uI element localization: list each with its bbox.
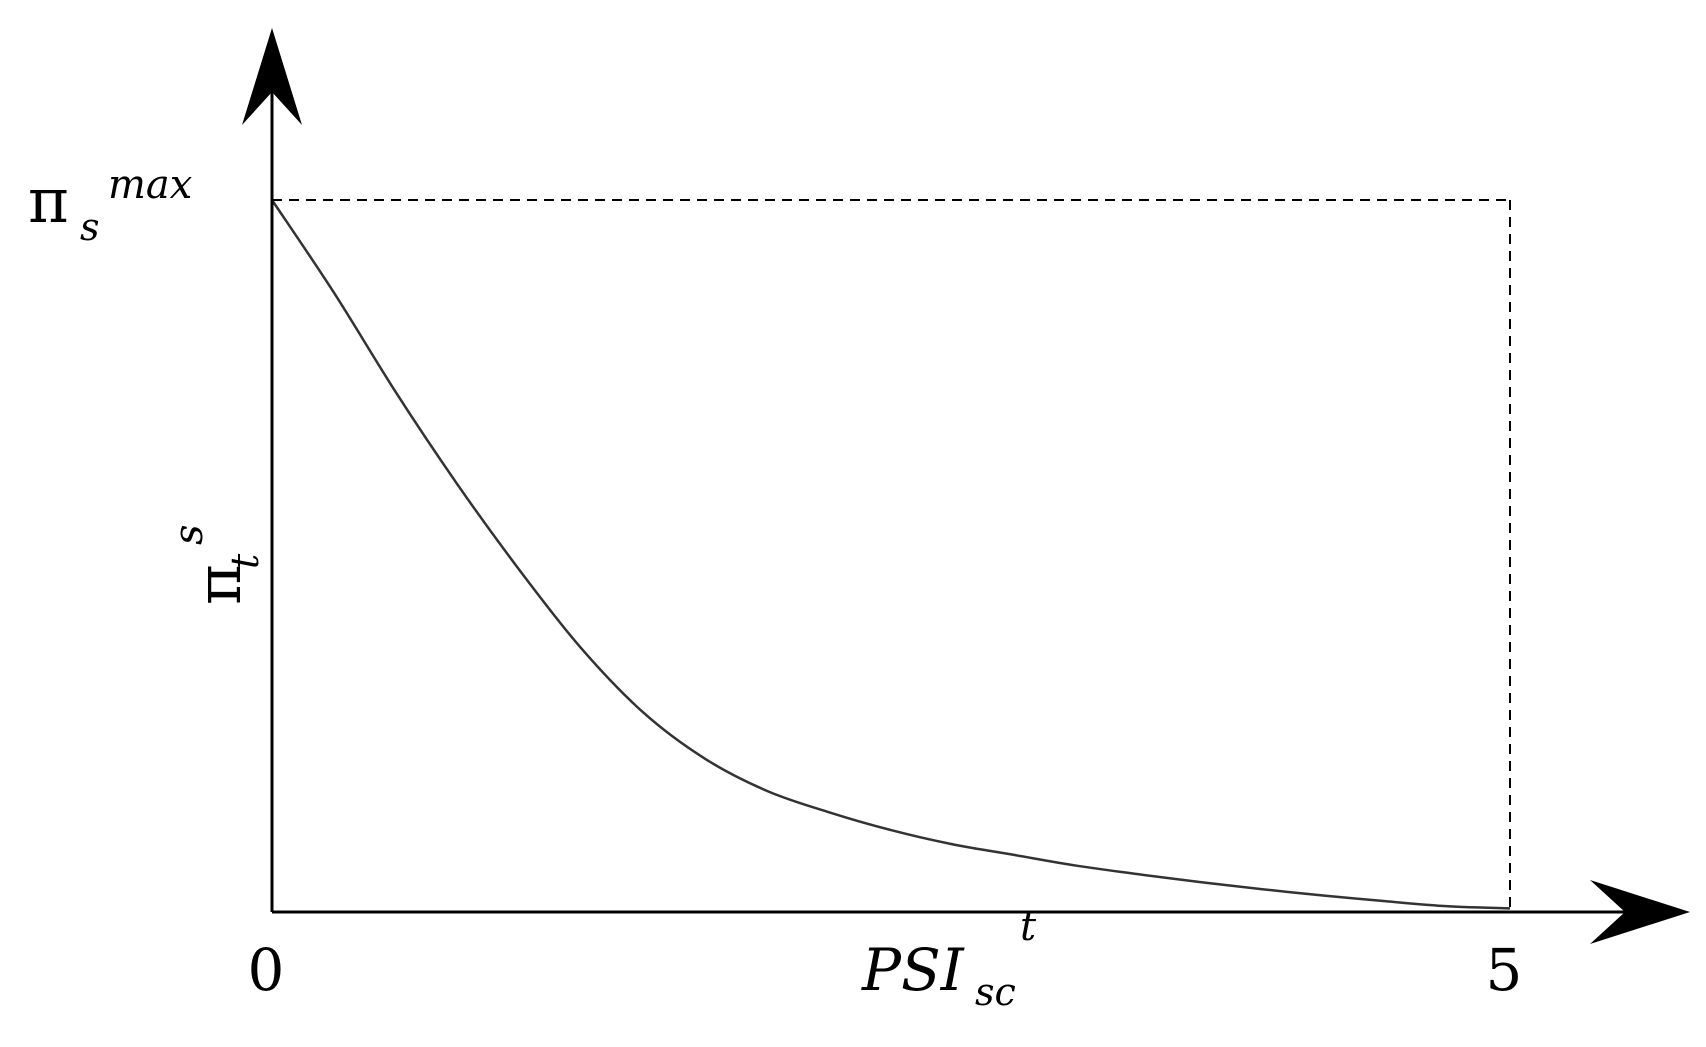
ymax-label-base: π — [28, 164, 69, 237]
y-axis-label-base: π — [182, 564, 255, 605]
x-axis-label: PSI sc t — [861, 904, 1037, 1014]
y-axis-arrowhead — [242, 28, 302, 125]
x-axis-label-superscript: t — [1020, 904, 1037, 950]
x-axis-arrowhead — [1590, 880, 1690, 944]
x-axis-label-subscript: sc — [975, 970, 1016, 1014]
ymax-label-superscript: max — [108, 162, 192, 208]
y-axis-label-superscript: s — [166, 524, 212, 545]
ymax-label-subscript: s — [80, 205, 100, 249]
y-axis-label: π t s — [166, 524, 267, 605]
y-axis-label-subscript: t — [223, 553, 267, 569]
x-tick-label: 5 — [1486, 936, 1523, 1004]
ymax-label: π s max — [28, 162, 192, 249]
x-tick-label: 0 — [248, 936, 285, 1004]
series-line — [270, 199, 1511, 910]
x-axis-label-base: PSI — [861, 936, 965, 1004]
